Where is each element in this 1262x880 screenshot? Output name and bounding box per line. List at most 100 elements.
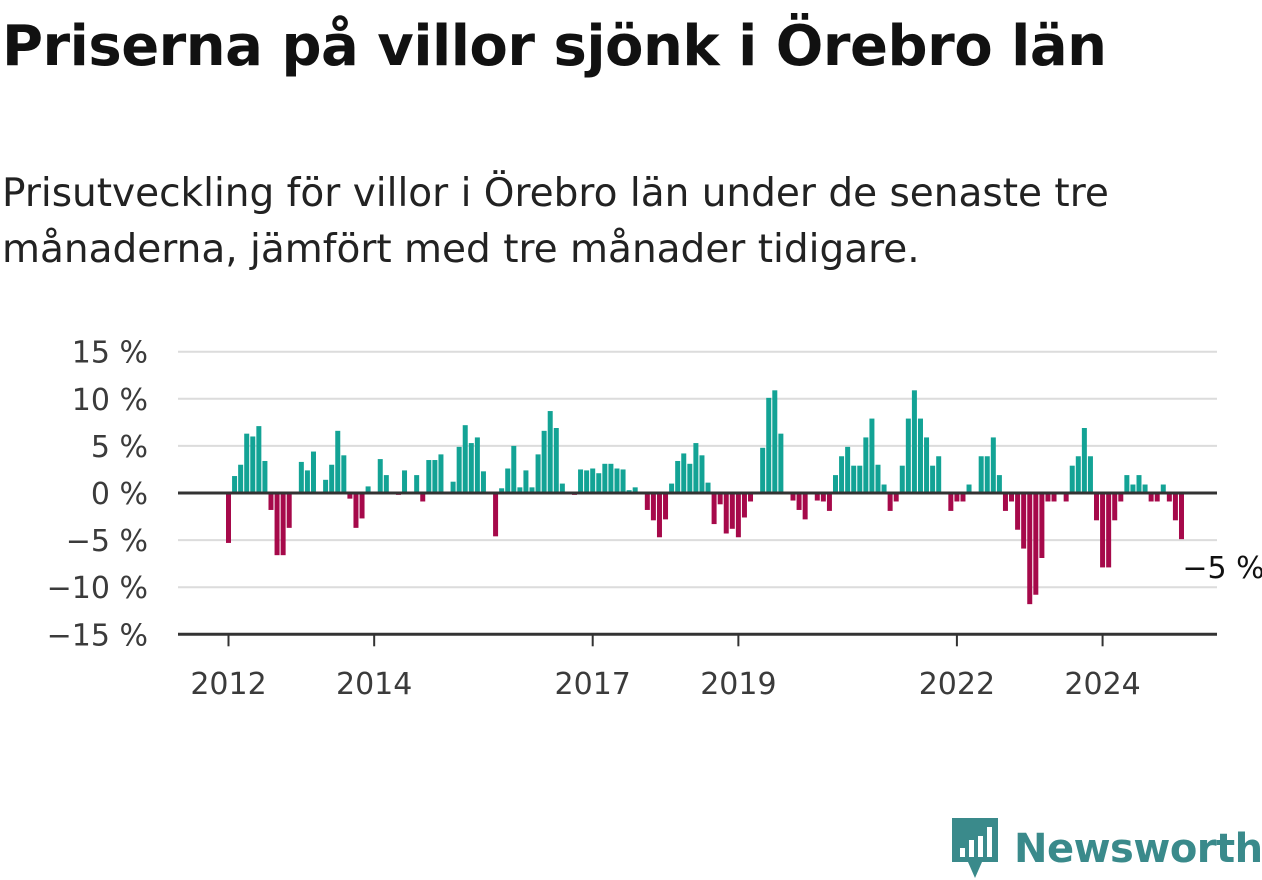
bar: [869, 418, 875, 493]
y-tick-label: 5 %: [91, 430, 148, 465]
y-tick-label: −5 %: [66, 524, 148, 559]
bar: [717, 493, 723, 505]
last-value-label: −5 %: [1182, 551, 1262, 586]
bar: [911, 390, 917, 493]
bar: [735, 493, 741, 538]
x-tick-label: 2024: [1064, 667, 1140, 702]
bar: [359, 493, 365, 519]
chart-subtitle: Prisutveckling för villor i Örebro län u…: [2, 171, 1109, 272]
bar: [778, 433, 784, 493]
bar: [602, 463, 608, 493]
bar: [1069, 465, 1075, 493]
bar: [450, 481, 456, 493]
bar: [280, 493, 286, 556]
bar: [414, 475, 420, 493]
bar: [383, 475, 389, 493]
bar: [250, 436, 256, 493]
bar: [553, 428, 559, 493]
bar: [517, 487, 523, 493]
bar: [310, 451, 316, 493]
bar: [996, 475, 1002, 493]
bar: [723, 493, 729, 534]
bar: [1051, 493, 1057, 502]
bar: [226, 493, 231, 543]
bar: [917, 418, 923, 493]
x-tick-label: 2019: [700, 667, 776, 702]
bar: [462, 425, 468, 493]
bar: [1027, 493, 1033, 605]
bar: [681, 453, 687, 493]
bar: [1154, 493, 1160, 502]
bar: [286, 493, 292, 528]
bar: [802, 493, 808, 520]
bar: [893, 493, 899, 502]
bar: [274, 493, 280, 556]
bar: [1002, 493, 1008, 511]
bar: [766, 397, 772, 493]
bar: [1015, 493, 1021, 530]
bar: [1087, 456, 1093, 493]
bar: [590, 468, 596, 493]
bar: [632, 487, 638, 493]
y-axis-labels: 15 % 10 % 5 % 0 % −5 % −10 % −15 %: [47, 336, 148, 654]
bar: [304, 470, 310, 493]
bar: [1124, 475, 1130, 493]
bar: [845, 446, 851, 493]
bar: [820, 493, 826, 502]
bar: [693, 443, 699, 493]
bar: [1136, 475, 1142, 493]
bar: [541, 430, 547, 493]
bar: [966, 484, 972, 493]
bar: [1021, 493, 1027, 549]
bar: [881, 484, 887, 493]
bar: [644, 493, 650, 510]
bar: [1039, 493, 1045, 558]
bar: [1178, 493, 1184, 540]
bar: [669, 483, 675, 493]
bar: [705, 482, 711, 493]
y-tick-label: −10 %: [47, 571, 148, 606]
bar: [687, 463, 693, 493]
bar: [596, 473, 602, 493]
bar: [699, 455, 705, 493]
bar: [839, 456, 845, 493]
bar: [1045, 493, 1051, 502]
bar: [620, 469, 626, 493]
x-tick-label: 2017: [555, 667, 631, 702]
bar: [954, 493, 960, 502]
bar: [960, 493, 966, 502]
bar: [341, 455, 347, 493]
bar: [656, 493, 662, 538]
bar: [1033, 493, 1039, 595]
x-tick-label: 2014: [336, 667, 412, 702]
bar: [420, 493, 426, 502]
bar: [990, 437, 996, 493]
bar: [1100, 493, 1106, 568]
bar: [474, 437, 480, 493]
bar: [675, 460, 681, 493]
y-tick-label: 10 %: [72, 383, 148, 418]
bar: [298, 461, 304, 493]
bar: [608, 463, 614, 493]
bar: [377, 459, 383, 493]
bar: [899, 465, 905, 493]
bar: [365, 486, 371, 493]
bar: [790, 493, 796, 501]
bar: [535, 454, 541, 493]
bar: [905, 418, 911, 493]
bar: [547, 411, 553, 493]
bar: [1160, 484, 1166, 493]
bar: [1094, 493, 1100, 521]
bar: [857, 465, 863, 493]
bar: [335, 430, 341, 493]
bar: [760, 447, 766, 493]
bars: [226, 390, 1184, 605]
bar: [468, 443, 474, 493]
bar: [499, 488, 505, 493]
bar: [584, 470, 590, 493]
bar: [663, 493, 669, 520]
bar: [505, 468, 511, 493]
bar: [851, 465, 857, 493]
y-tick-label: 0 %: [91, 477, 148, 512]
chart-title: Priserna på villor sjönk i Örebro län: [2, 14, 1107, 79]
